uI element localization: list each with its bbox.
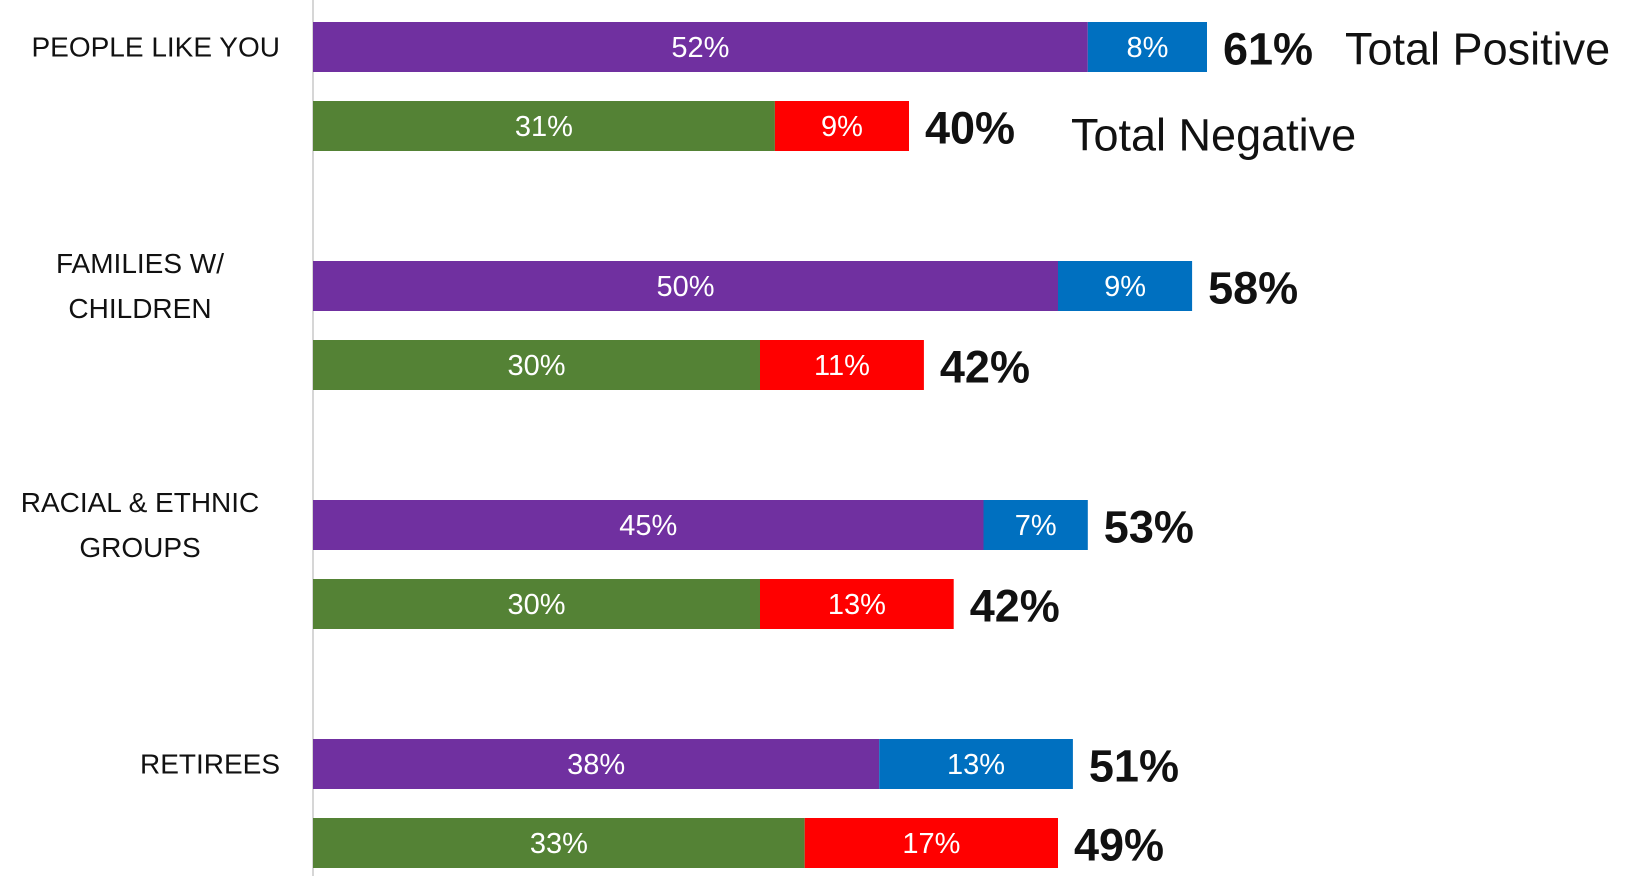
total-label: 49% <box>1074 820 1164 871</box>
bar-segment <box>313 579 760 629</box>
category-label: RACIAL & ETHNIC GROUPS <box>20 487 260 563</box>
segment-label: 31% <box>515 111 573 143</box>
bar-segment <box>774 101 909 151</box>
total-label: 58% <box>1208 263 1298 314</box>
segment-label: 11% <box>814 350 870 382</box>
bar-segment <box>760 340 924 390</box>
bar-segment <box>313 739 880 789</box>
annotation: Total Positive <box>1345 24 1610 75</box>
bar-segment <box>1087 22 1207 72</box>
bar-segment <box>313 500 984 550</box>
segment-label: 38% <box>567 749 625 781</box>
segment-label: 30% <box>507 350 565 382</box>
segment-label: 8% <box>1126 32 1168 64</box>
bar-segment <box>879 739 1073 789</box>
segment-label: 9% <box>821 111 863 143</box>
bar-segment <box>313 22 1088 72</box>
bar-segment <box>313 340 760 390</box>
category-label: RETIREES <box>139 748 280 780</box>
total-label: 42% <box>940 342 1030 393</box>
total-label: 42% <box>970 581 1060 632</box>
total-label: 53% <box>1104 502 1194 553</box>
segment-label: 45% <box>619 510 677 542</box>
category-label: FAMILIES W/ CHILDREN <box>55 248 225 324</box>
segment-label: 9% <box>1104 271 1146 303</box>
bar-segment <box>804 818 1058 868</box>
segment-label: 17% <box>902 828 960 860</box>
segment-label: 13% <box>828 589 886 621</box>
bar-segment <box>313 818 805 868</box>
bar-segment <box>313 261 1058 311</box>
total-label: 61% <box>1223 24 1313 75</box>
segment-label: 30% <box>507 589 565 621</box>
bar-segment <box>983 500 1088 550</box>
segment-label: 13% <box>947 749 1005 781</box>
segment-label: 50% <box>656 271 714 303</box>
segment-label: 7% <box>1015 510 1057 542</box>
segment-label: 33% <box>530 828 588 860</box>
bar-segment <box>1058 261 1193 311</box>
segment-label: 52% <box>671 32 729 64</box>
annotation: Total Negative <box>1071 110 1356 161</box>
total-label: 40% <box>925 103 1015 154</box>
total-label: 51% <box>1089 741 1179 792</box>
bar-segment <box>313 101 775 151</box>
category-label: PEOPLE LIKE YOU <box>31 31 281 63</box>
bar-segment <box>760 579 954 629</box>
